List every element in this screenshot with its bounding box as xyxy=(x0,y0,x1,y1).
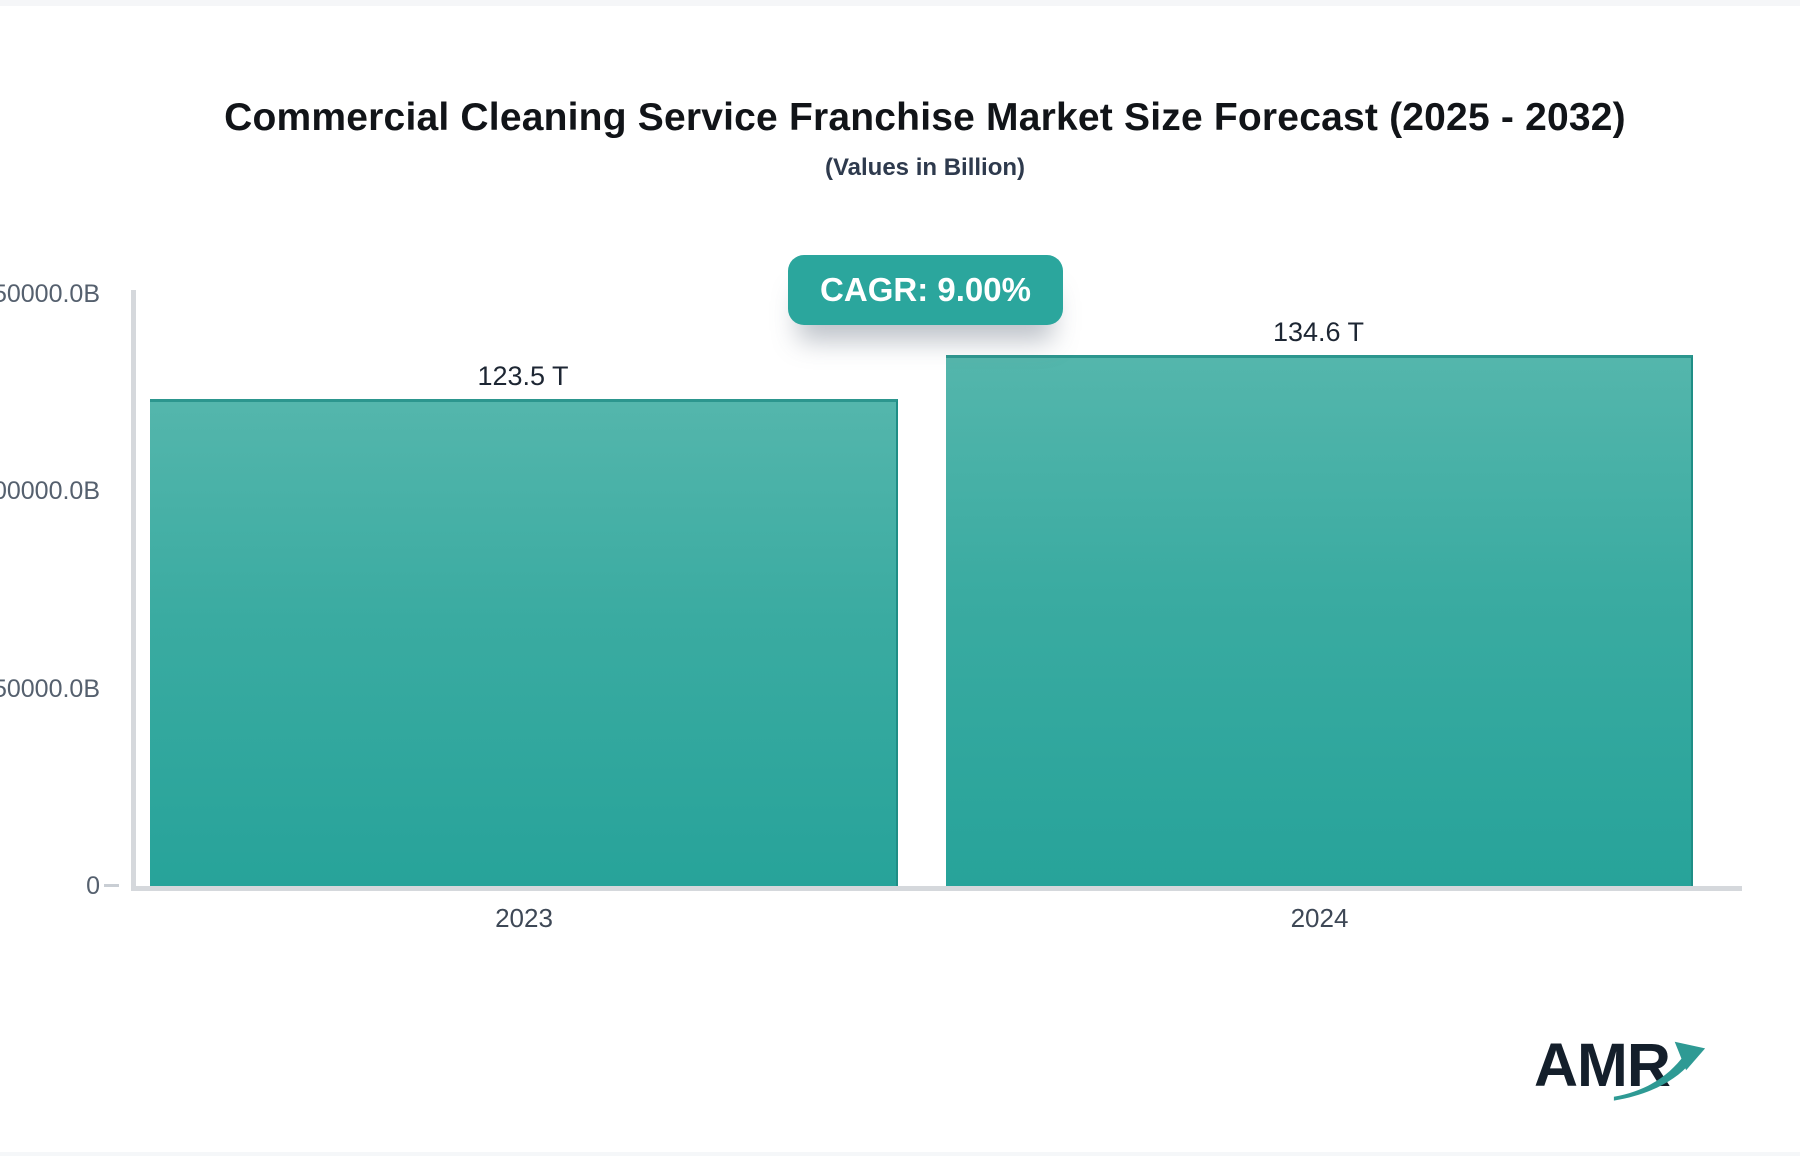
cagr-badge-label: CAGR: 9.00% xyxy=(820,271,1031,308)
amr-logo: AMR xyxy=(1530,1030,1730,1120)
y-tick-label-0: 0 xyxy=(86,872,100,900)
bar-2023[interactable]: 123.5 T xyxy=(150,361,898,886)
x-axis-line xyxy=(131,886,1742,891)
y-axis-line xyxy=(131,290,136,888)
cagr-badge: CAGR: 9.00% xyxy=(788,255,1063,325)
chart-header: Commercial Cleaning Service Franchise Ma… xyxy=(50,96,1800,182)
growth-arrow-icon xyxy=(1613,1041,1706,1101)
top-border-strip xyxy=(0,0,1800,6)
bar-value-label-2024: 134.6 T xyxy=(1272,317,1365,347)
y-tick-label-100000: 100000.0B xyxy=(0,477,100,505)
bar-value-label-2023: 123.5 T xyxy=(477,361,569,391)
chart-title: Commercial Cleaning Service Franchise Ma… xyxy=(224,96,1626,139)
bottom-border-strip xyxy=(0,1152,1800,1156)
bar-2024[interactable]: 134.6 T xyxy=(946,317,1693,886)
y-tick-label-150000: 150000.0B xyxy=(0,280,100,308)
y-zero-tick-mark xyxy=(104,884,119,887)
chart-subtitle: (Values in Billion) xyxy=(824,154,1026,181)
x-tick-label-2023: 2023 xyxy=(495,903,553,933)
y-tick-label-50000: 50000.0B xyxy=(0,675,100,703)
x-tick-label-2024: 2024 xyxy=(1290,903,1349,933)
